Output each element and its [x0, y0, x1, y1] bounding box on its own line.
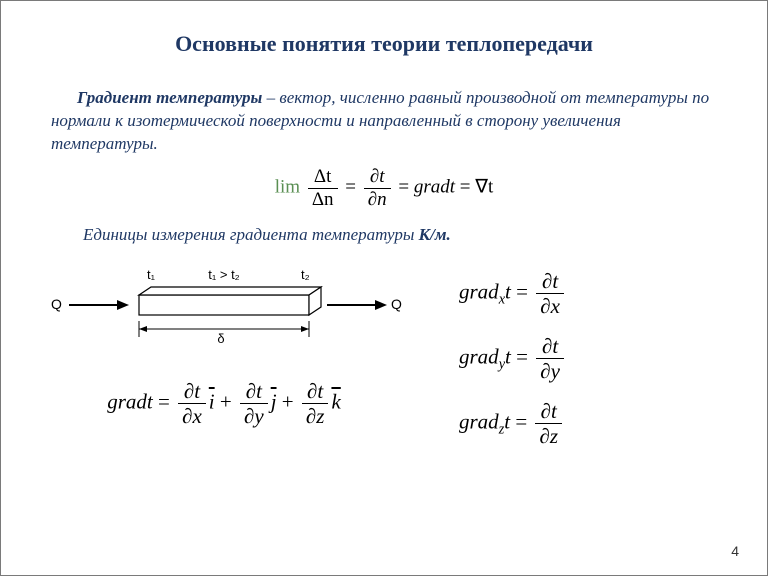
equation-gradx: gradxt = ∂t ∂x	[459, 269, 729, 318]
gradt-text: gradt	[414, 177, 455, 198]
nabla-t: ∇t	[475, 177, 493, 198]
q-left-label: Q	[51, 296, 62, 312]
bar-diagram: Q Q	[39, 259, 409, 349]
equation-grady: gradyt = ∂t ∂y	[459, 334, 729, 383]
content-row: Q Q	[39, 259, 729, 465]
page-title: Основные понятия теории теплопередачи	[39, 31, 729, 57]
left-column: Q Q	[39, 259, 409, 465]
t2-label: t₂	[301, 267, 310, 282]
rel-label: t₁ > t₂	[208, 267, 239, 282]
lim-text: lim	[275, 177, 300, 198]
right-column: gradxt = ∂t ∂x gradyt = ∂t ∂y gradzt = ∂…	[459, 259, 729, 465]
equation-main: lim Δt Δn = ∂t ∂n = gradt = ∇t	[39, 166, 729, 211]
definition-lead: Градиент температуры	[77, 88, 262, 107]
delta-label: δ	[217, 331, 224, 346]
units-line: Единицы измерения градиента температуры …	[83, 225, 717, 245]
frac-dt-dn-delta: Δt Δn	[308, 166, 338, 211]
definition-paragraph: Градиент температуры – вектор, численно …	[51, 87, 717, 156]
q-right-label: Q	[391, 296, 402, 312]
equation-vector-grad: gradt = ∂t ∂x i + ∂t ∂y j + ∂t ∂z k	[39, 379, 409, 428]
frac-dt-dn-partial: ∂t ∂n	[364, 166, 391, 211]
t1-label: t₁	[147, 267, 156, 282]
slide: Основные понятия теории теплопередачи Гр…	[0, 0, 768, 576]
page-number: 4	[731, 543, 739, 559]
diagram-svg: Q Q	[39, 259, 409, 349]
equation-gradz: gradzt = ∂t ∂z	[459, 399, 729, 448]
